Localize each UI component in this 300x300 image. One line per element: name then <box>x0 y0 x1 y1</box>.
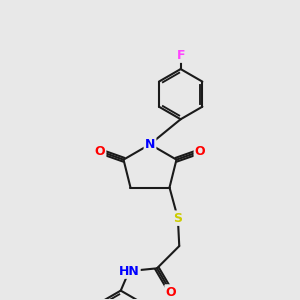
Text: N: N <box>145 138 155 151</box>
Text: O: O <box>195 145 206 158</box>
Text: F: F <box>176 49 185 62</box>
Text: O: O <box>166 286 176 298</box>
Text: HN: HN <box>119 265 140 278</box>
Text: O: O <box>94 145 105 158</box>
Text: S: S <box>173 212 182 225</box>
